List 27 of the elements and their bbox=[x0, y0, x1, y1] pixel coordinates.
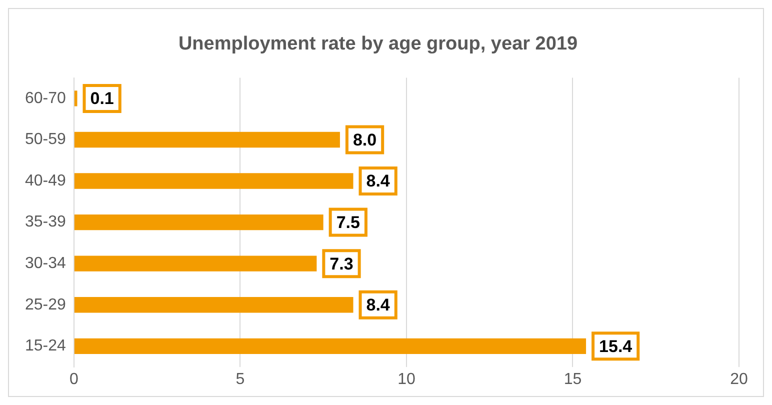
x-tick-label: 10 bbox=[398, 370, 416, 388]
data-label: 8.0 bbox=[352, 130, 377, 150]
y-tick-label: 60-70 bbox=[25, 90, 66, 107]
y-tick-label: 35-39 bbox=[25, 214, 66, 231]
bar bbox=[74, 297, 354, 313]
y-tick-label: 50-59 bbox=[25, 131, 66, 148]
data-label: 8.4 bbox=[366, 172, 390, 191]
y-tick-label: 15-24 bbox=[25, 338, 66, 355]
y-tick-label: 40-49 bbox=[25, 172, 66, 190]
data-label: 8.4 bbox=[366, 296, 390, 315]
chart-title: Unemployment rate by age group, year 2019 bbox=[178, 34, 578, 55]
bar bbox=[74, 338, 586, 354]
data-label: 15.4 bbox=[599, 336, 633, 356]
x-tick-label: 5 bbox=[236, 370, 245, 388]
bar bbox=[74, 132, 340, 148]
y-tick-label: 30-34 bbox=[25, 254, 66, 272]
bar bbox=[74, 173, 354, 189]
bar bbox=[74, 90, 78, 106]
data-label: 0.1 bbox=[90, 89, 114, 108]
bar bbox=[74, 256, 317, 272]
x-tick-label: 15 bbox=[564, 370, 582, 388]
y-tick-label: 25-29 bbox=[25, 296, 66, 314]
x-tick-label: 0 bbox=[69, 370, 78, 388]
data-label: 7.5 bbox=[336, 212, 360, 232]
data-label: 7.3 bbox=[330, 254, 354, 274]
x-tick-label: 20 bbox=[730, 370, 748, 388]
bar bbox=[74, 214, 324, 230]
